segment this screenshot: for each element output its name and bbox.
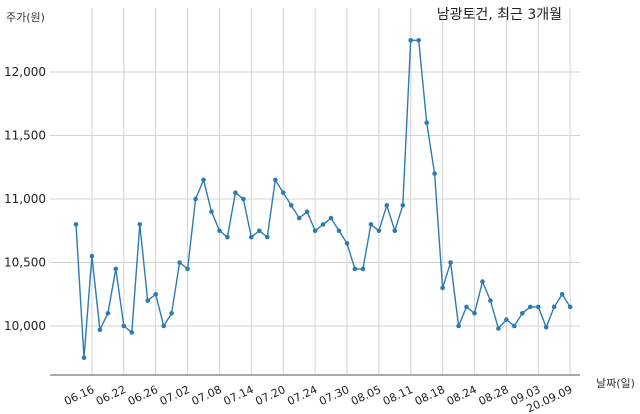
data-point	[408, 38, 414, 43]
data-point	[536, 304, 541, 310]
data-point	[496, 326, 501, 331]
data-point	[217, 228, 222, 234]
data-point	[336, 228, 342, 234]
data-point	[352, 266, 358, 272]
data-point	[288, 203, 294, 208]
data-point	[81, 355, 87, 361]
x-tick-label: 08.24	[445, 383, 479, 408]
x-tick-label: 07.20	[253, 383, 287, 408]
x-tick-label: 07.24	[285, 383, 319, 408]
data-point	[304, 209, 310, 214]
x-tick-label: 06.26	[126, 383, 160, 408]
data-point	[129, 330, 135, 335]
data-point	[185, 266, 190, 272]
data-point	[105, 311, 111, 316]
data-point	[456, 323, 461, 329]
data-point	[312, 228, 318, 234]
data-point	[424, 120, 430, 126]
data-point	[273, 177, 278, 183]
y-tick-label: 11,500	[4, 129, 46, 143]
x-tick-label: 07.02	[158, 383, 192, 408]
x-tick-label: 08.11	[381, 383, 415, 408]
data-point	[145, 298, 150, 303]
data-point	[320, 222, 326, 227]
data-point	[296, 215, 302, 221]
data-point	[368, 222, 374, 227]
y-tick-label: 12,000	[4, 65, 46, 79]
data-point	[225, 234, 230, 240]
data-point	[73, 222, 79, 227]
data-point	[551, 304, 557, 310]
data-point	[559, 292, 565, 297]
y-tick-label: 11,000	[4, 192, 46, 206]
data-point	[528, 304, 533, 310]
x-tick-label: 07.08	[190, 383, 224, 408]
data-point	[416, 38, 422, 43]
x-tick-label: 08.18	[413, 383, 447, 408]
data-point	[512, 323, 517, 329]
data-point	[376, 228, 382, 234]
y-axis-label: 주가(원)	[6, 11, 45, 24]
x-axis-label: 날짜(일)	[596, 376, 635, 390]
data-point	[360, 266, 366, 272]
data-point	[257, 228, 262, 234]
grid-lines	[50, 8, 580, 375]
x-tick-label: 08.05	[349, 383, 383, 408]
data-point	[89, 253, 95, 259]
x-tick-labels: 06.1606.2206.2607.0207.0807.1407.2007.24…	[62, 383, 574, 414]
data-point	[153, 292, 158, 297]
data-point	[241, 196, 246, 202]
data-point	[400, 203, 406, 208]
data-point	[177, 260, 182, 265]
data-point	[97, 327, 103, 333]
data-point	[504, 317, 509, 322]
data-point	[328, 215, 334, 221]
data-point	[440, 285, 445, 291]
data-point	[344, 241, 350, 246]
data-point	[201, 177, 206, 183]
data-point	[488, 298, 493, 303]
data-point	[543, 325, 549, 330]
data-point	[265, 234, 270, 240]
x-tick-label: 07.14	[222, 383, 256, 408]
data-point	[137, 222, 143, 227]
series-points	[73, 38, 573, 361]
data-point	[448, 260, 453, 265]
data-point	[193, 196, 198, 202]
data-point	[121, 323, 127, 329]
y-tick-label: 10,500	[4, 256, 46, 270]
data-point	[249, 234, 254, 240]
x-tick-label: 06.22	[94, 383, 128, 408]
data-point	[233, 190, 238, 195]
data-point	[161, 323, 166, 329]
data-point	[472, 311, 477, 316]
data-point	[113, 266, 119, 272]
data-point	[480, 279, 485, 284]
data-point	[392, 228, 398, 234]
y-tick-labels: 10,000 10,500 11,000 11,500 12,000	[4, 65, 46, 333]
chart-title: 남광토건, 최근 3개월	[437, 7, 562, 23]
data-point	[520, 311, 525, 316]
data-point	[567, 304, 573, 310]
data-point	[280, 190, 286, 195]
x-tick-label: 07.30	[317, 383, 351, 408]
data-point	[432, 171, 437, 176]
x-tick-label: 06.16	[62, 383, 96, 408]
data-point	[169, 311, 174, 316]
data-point	[384, 203, 390, 208]
y-tick-label: 10,000	[4, 319, 46, 333]
data-point	[209, 209, 214, 214]
x-tick-label: 08.28	[477, 383, 511, 408]
data-point	[464, 304, 469, 310]
